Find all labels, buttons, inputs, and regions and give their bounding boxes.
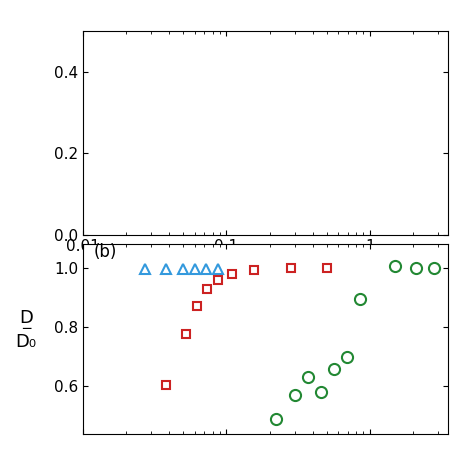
- Text: D₀: D₀: [16, 333, 36, 351]
- X-axis label: ⟨d⟩(μm): ⟨d⟩(μm): [234, 258, 297, 276]
- Text: D: D: [19, 309, 33, 327]
- Text: (b): (b): [94, 243, 117, 261]
- Text: ─: ─: [22, 322, 30, 337]
